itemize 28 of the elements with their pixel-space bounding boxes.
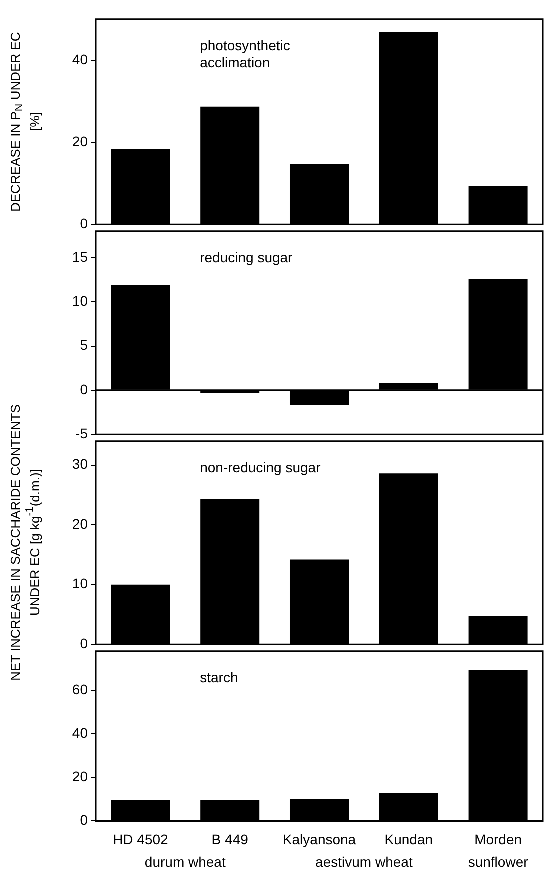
x-tick-label: Kalyansona [282,831,356,848]
text: durum wheat [144,854,226,870]
y-tick-label: 0 [80,635,88,652]
y-tick-label: 40 [72,51,88,68]
y-tick-label: 0 [80,812,88,828]
y-tick-label: 30 [72,456,88,472]
y-tick-label: 60 [72,681,88,698]
x-tick-label: B 449 [212,831,249,848]
y-tick-label: 0 [80,381,88,398]
y-tick-label: 15 [72,248,88,265]
x-tick-label: Morden [474,831,522,848]
text: sunflower [468,854,529,870]
y-tick-label: 0 [80,215,88,232]
text: aestivum wheat [316,854,413,870]
y-tick-label: 20 [72,133,88,150]
y-tick-label: -5 [76,425,88,442]
y-tick-label: 10 [72,292,88,309]
y-tick-label: 5 [80,337,88,354]
x-tick-label: HD 4502 [113,831,169,848]
y-tick-label: 20 [72,516,88,532]
text: photosynthetic acclimation [200,37,290,70]
text: starch [200,669,238,686]
y-tick-label: 10 [72,576,88,592]
y-tick-label: 20 [72,768,88,785]
text: reducing sugar [200,249,294,266]
text: non-reducing sugar [200,459,322,476]
y-tick-label: 40 [72,724,88,741]
x-tick-label: Kundan [384,831,434,848]
